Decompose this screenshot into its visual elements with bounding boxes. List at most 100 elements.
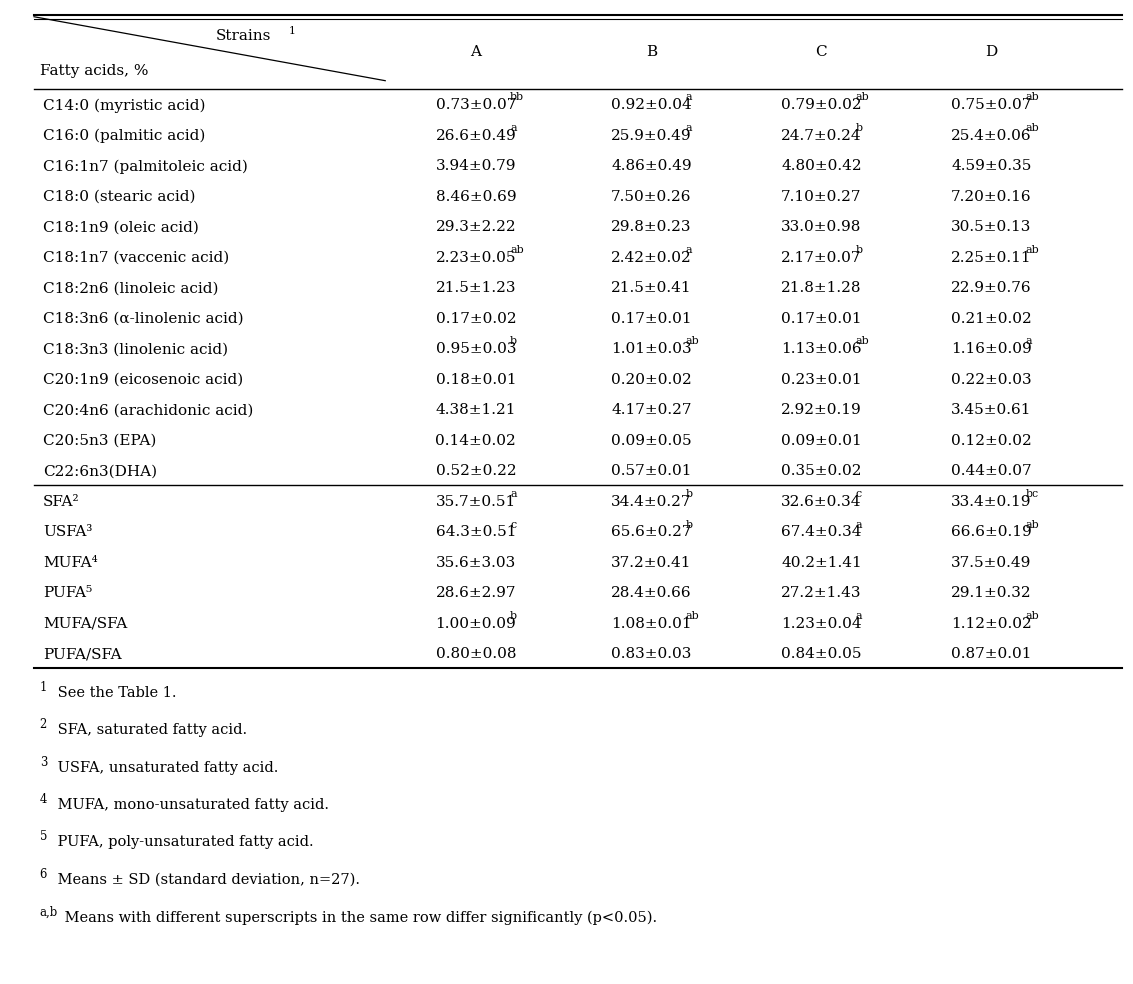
Text: 22.9±0.76: 22.9±0.76 [951, 281, 1032, 295]
Text: 0.95±0.03: 0.95±0.03 [435, 342, 517, 356]
Text: ab: ab [1025, 611, 1039, 621]
Text: 0.83±0.03: 0.83±0.03 [612, 647, 691, 661]
Text: C16:1n7 (palmitoleic acid): C16:1n7 (palmitoleic acid) [43, 159, 248, 173]
Text: C14:0 (myristic acid): C14:0 (myristic acid) [43, 98, 205, 112]
Text: 29.1±0.32: 29.1±0.32 [951, 586, 1032, 600]
Text: PUFA, poly-unsaturated fatty acid.: PUFA, poly-unsaturated fatty acid. [53, 835, 314, 849]
Text: 32.6±0.34: 32.6±0.34 [781, 495, 862, 509]
Text: Fatty acids, %: Fatty acids, % [40, 64, 148, 78]
Text: 1.16±0.09: 1.16±0.09 [951, 342, 1032, 356]
Text: 1: 1 [40, 681, 48, 694]
Text: 1.00±0.09: 1.00±0.09 [435, 617, 517, 631]
Text: 1.08±0.01: 1.08±0.01 [611, 617, 692, 631]
Text: 0.17±0.02: 0.17±0.02 [435, 312, 517, 326]
Text: C: C [816, 44, 827, 59]
Text: ab: ab [855, 337, 869, 346]
Text: 0.57±0.01: 0.57±0.01 [611, 464, 692, 478]
Text: C18:3n3 (linolenic acid): C18:3n3 (linolenic acid) [43, 342, 228, 356]
Text: 21.5±0.41: 21.5±0.41 [611, 281, 692, 295]
Text: a: a [855, 520, 862, 529]
Text: 33.0±0.98: 33.0±0.98 [782, 220, 861, 234]
Text: b: b [855, 123, 862, 133]
Text: c: c [510, 520, 517, 529]
Text: 34.4±0.27: 34.4±0.27 [611, 495, 692, 509]
Text: 64.3±0.51: 64.3±0.51 [435, 525, 517, 539]
Text: USFA, unsaturated fatty acid.: USFA, unsaturated fatty acid. [53, 761, 279, 774]
Text: 3.94±0.79: 3.94±0.79 [435, 159, 517, 173]
Text: a: a [510, 489, 517, 499]
Text: MUFA⁴: MUFA⁴ [43, 556, 97, 570]
Text: ab: ab [685, 611, 699, 621]
Text: ab: ab [1025, 92, 1039, 102]
Text: 0.87±0.01: 0.87±0.01 [951, 647, 1032, 661]
Text: 37.2±0.41: 37.2±0.41 [611, 556, 692, 570]
Text: b: b [685, 489, 692, 499]
Text: 4.38±1.21: 4.38±1.21 [435, 403, 517, 417]
Text: 0.35±0.02: 0.35±0.02 [781, 464, 862, 478]
Text: D: D [986, 44, 997, 59]
Text: Strains: Strains [216, 30, 271, 43]
Text: 2.92±0.19: 2.92±0.19 [781, 403, 862, 417]
Text: 0.73±0.07: 0.73±0.07 [436, 98, 516, 112]
Text: 21.8±1.28: 21.8±1.28 [781, 281, 862, 295]
Text: 0.84±0.05: 0.84±0.05 [781, 647, 862, 661]
Text: 2: 2 [40, 718, 46, 731]
Text: ab: ab [1025, 520, 1039, 529]
Text: 0.52±0.22: 0.52±0.22 [435, 464, 517, 478]
Text: 0.17±0.01: 0.17±0.01 [781, 312, 862, 326]
Text: PUFA/SFA: PUFA/SFA [43, 647, 121, 661]
Text: MUFA/SFA: MUFA/SFA [43, 617, 127, 631]
Text: 28.6±2.97: 28.6±2.97 [435, 586, 517, 600]
Text: 2.17±0.07: 2.17±0.07 [781, 251, 862, 265]
Text: 5: 5 [40, 830, 48, 843]
Text: 35.7±0.51: 35.7±0.51 [436, 495, 516, 509]
Text: 7.20±0.16: 7.20±0.16 [951, 190, 1032, 204]
Text: C18:1n9 (oleic acid): C18:1n9 (oleic acid) [43, 220, 199, 234]
Text: a: a [685, 245, 692, 255]
Text: C16:0 (palmitic acid): C16:0 (palmitic acid) [43, 129, 205, 143]
Text: c: c [855, 489, 862, 499]
Text: 29.3±2.22: 29.3±2.22 [435, 220, 517, 234]
Text: A: A [470, 44, 482, 59]
Text: 0.21±0.02: 0.21±0.02 [951, 312, 1032, 326]
Text: 8.46±0.69: 8.46±0.69 [435, 190, 517, 204]
Text: 4.86±0.49: 4.86±0.49 [611, 159, 692, 173]
Text: 24.7±0.24: 24.7±0.24 [781, 129, 862, 143]
Text: C22:6n3(DHA): C22:6n3(DHA) [43, 464, 157, 478]
Text: 35.6±3.03: 35.6±3.03 [436, 556, 516, 570]
Text: 0.09±0.05: 0.09±0.05 [611, 434, 692, 448]
Text: 6: 6 [40, 868, 48, 881]
Text: 0.22±0.03: 0.22±0.03 [951, 373, 1032, 387]
Text: 4.17±0.27: 4.17±0.27 [611, 403, 692, 417]
Text: 30.5±0.13: 30.5±0.13 [952, 220, 1031, 234]
Text: a: a [1025, 337, 1032, 346]
Text: C20:1n9 (eicosenoic acid): C20:1n9 (eicosenoic acid) [43, 373, 244, 387]
Text: 21.5±1.23: 21.5±1.23 [435, 281, 517, 295]
Text: 4.80±0.42: 4.80±0.42 [781, 159, 862, 173]
Text: 67.4±0.34: 67.4±0.34 [781, 525, 862, 539]
Text: 0.14±0.02: 0.14±0.02 [435, 434, 517, 448]
Text: ab: ab [685, 337, 699, 346]
Text: PUFA⁵: PUFA⁵ [43, 586, 92, 600]
Text: C18:3n6 (α-linolenic acid): C18:3n6 (α-linolenic acid) [43, 312, 244, 326]
Text: C20:5n3 (EPA): C20:5n3 (EPA) [43, 434, 156, 448]
Text: USFA³: USFA³ [43, 525, 93, 539]
Text: Means with different superscripts in the same row differ significantly (p<0.05).: Means with different superscripts in the… [60, 910, 657, 925]
Text: 1.13±0.06: 1.13±0.06 [781, 342, 862, 356]
Text: 29.8±0.23: 29.8±0.23 [611, 220, 692, 234]
Text: a: a [510, 123, 517, 133]
Text: b: b [510, 337, 517, 346]
Text: ab: ab [1025, 245, 1039, 255]
Text: ab: ab [510, 245, 523, 255]
Text: 2.23±0.05: 2.23±0.05 [435, 251, 517, 265]
Text: 1.23±0.04: 1.23±0.04 [781, 617, 862, 631]
Text: b: b [510, 611, 517, 621]
Text: Means ± SD (standard deviation, n=27).: Means ± SD (standard deviation, n=27). [53, 873, 360, 887]
Text: a: a [855, 611, 862, 621]
Text: bc: bc [1025, 489, 1039, 499]
Text: 2.42±0.02: 2.42±0.02 [611, 251, 692, 265]
Text: 0.17±0.01: 0.17±0.01 [611, 312, 692, 326]
Text: 28.4±0.66: 28.4±0.66 [611, 586, 692, 600]
Text: a: a [685, 123, 692, 133]
Text: ab: ab [855, 92, 869, 102]
